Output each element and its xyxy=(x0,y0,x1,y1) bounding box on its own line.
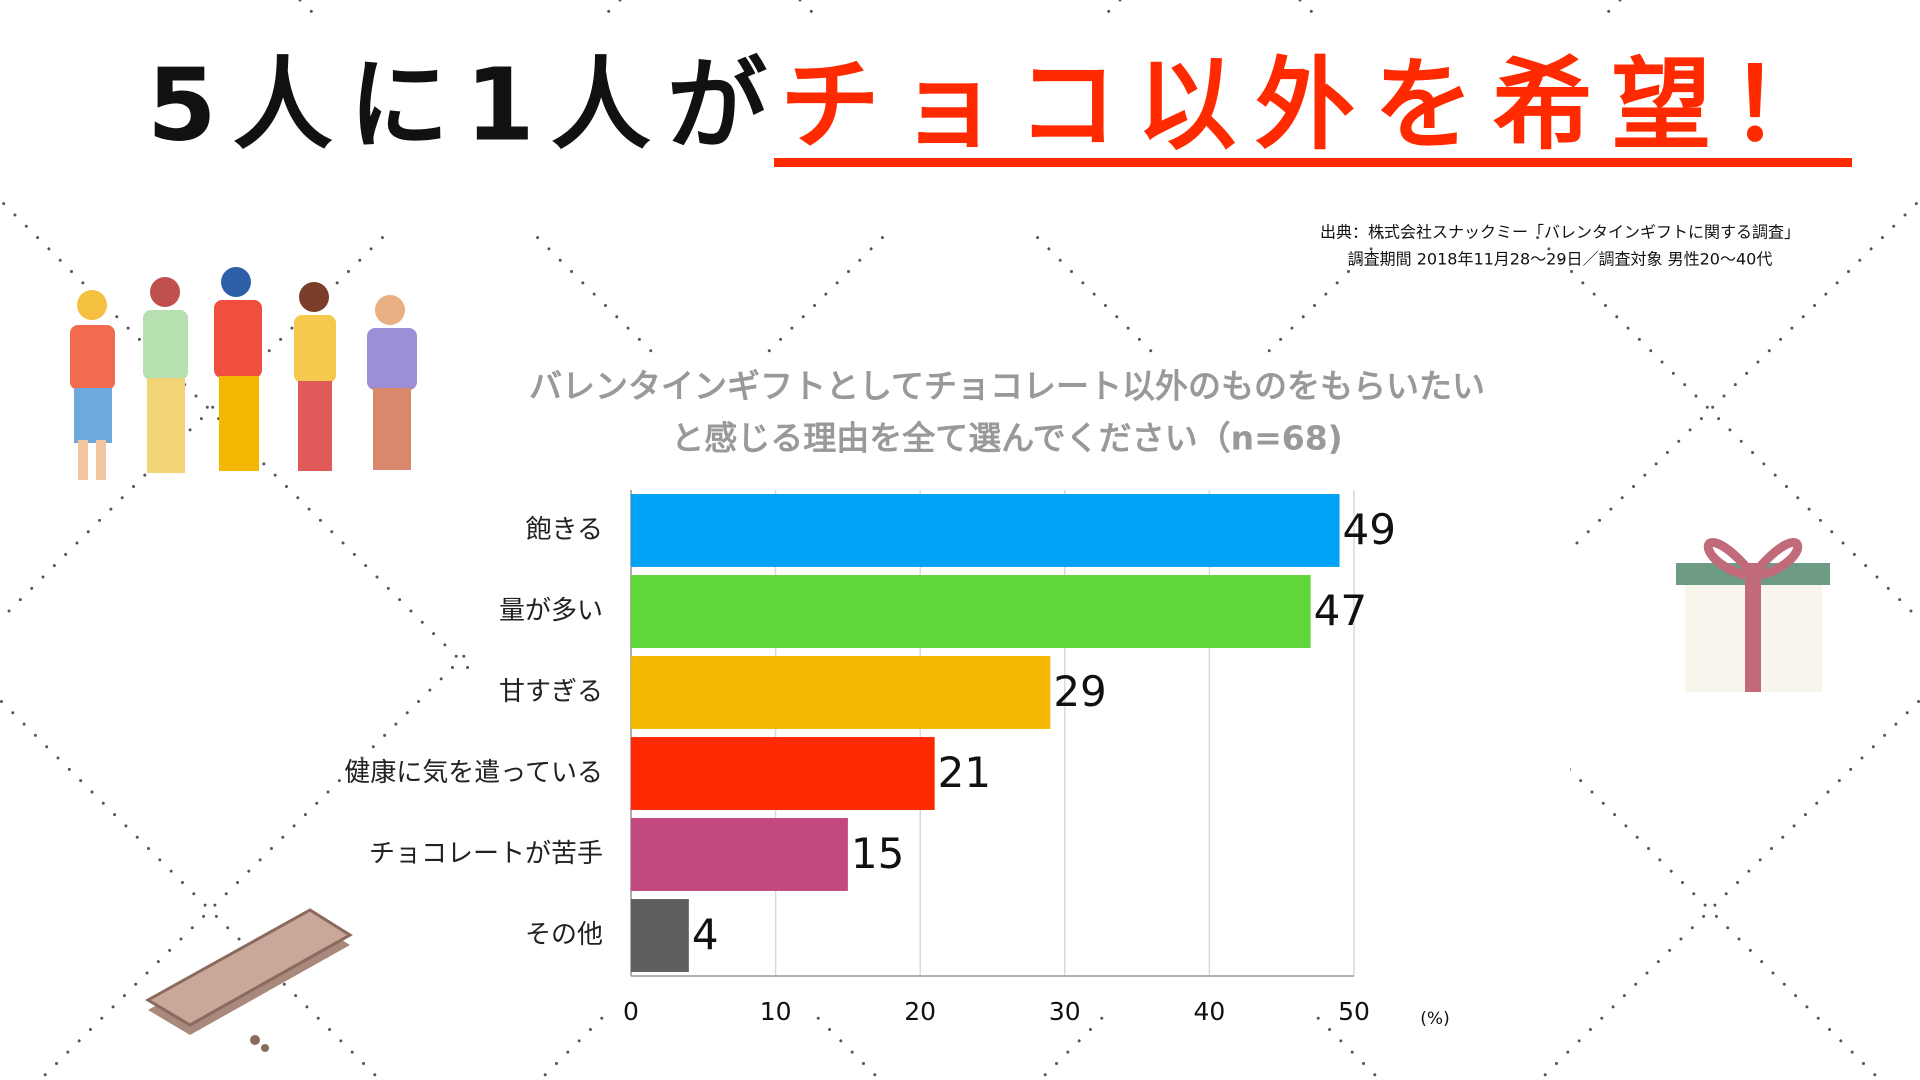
headline-backdrop xyxy=(60,20,1860,230)
bar xyxy=(631,818,848,891)
bar xyxy=(631,899,689,972)
x-tick-label: 0 xyxy=(623,997,639,1026)
bar xyxy=(631,575,1311,648)
x-tick-label: 40 xyxy=(1193,997,1225,1026)
bar xyxy=(631,737,935,810)
y-tick-label: その他 xyxy=(525,920,603,950)
gift-illustration xyxy=(1676,538,1830,692)
headline-emphasis: チョコ以外を希望！ xyxy=(780,46,1830,163)
y-tick-label: 飽きる xyxy=(526,515,603,545)
chocolate-illustration xyxy=(144,908,353,1052)
y-tick-label: チョコレートが苦手 xyxy=(369,839,603,869)
value-label: 49 xyxy=(1343,505,1396,554)
y-tick-label: 量が多い xyxy=(499,596,603,626)
x-tick-label: 50 xyxy=(1338,997,1370,1026)
bar xyxy=(631,494,1340,567)
x-tick-label: 20 xyxy=(904,997,936,1026)
value-label: 29 xyxy=(1053,667,1106,716)
headline-underline xyxy=(774,158,1852,167)
value-label: 15 xyxy=(851,829,904,878)
value-label: 21 xyxy=(938,748,991,797)
y-tick-label: 甘すぎる xyxy=(499,677,603,707)
source-line: 出典：株式会社スナックミー「バレンタインギフトに関する調査」 xyxy=(1320,223,1800,242)
x-axis-unit: (%) xyxy=(1420,1009,1449,1029)
bar xyxy=(631,656,1051,729)
value-label: 4 xyxy=(692,910,719,959)
y-tick-label: 健康に気を遣っている xyxy=(344,758,603,788)
x-tick-label: 30 xyxy=(1049,997,1081,1026)
source-line: 調査期間 2018年11月28〜29日／調査対象 男性20〜40代 xyxy=(1348,250,1773,269)
x-tick-label: 10 xyxy=(760,997,792,1026)
people-illustration xyxy=(70,267,417,480)
value-label: 47 xyxy=(1314,586,1367,635)
chart-title: バレンタインギフトとしてチョコレート以外のものをもらいたい xyxy=(529,367,1485,406)
chart-title: と感じる理由を全て選んでください（n=68) xyxy=(671,419,1343,458)
